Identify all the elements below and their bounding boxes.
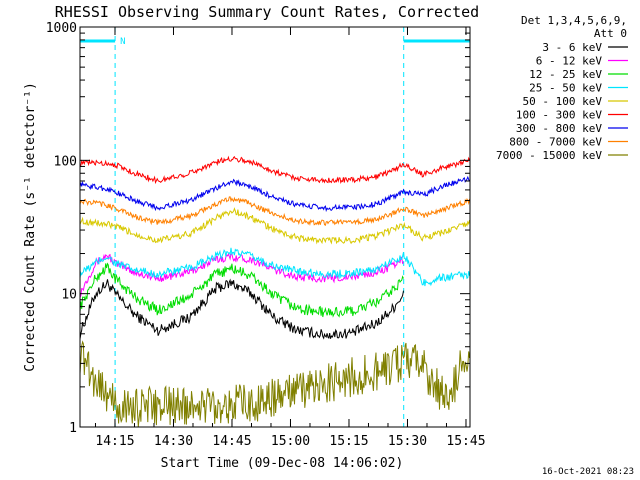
y-tick-label-1: 10: [61, 288, 77, 303]
x-axis-label: Start Time (09-Dec-08 14:06:02): [161, 456, 404, 471]
x-tick-label-5: 15:30: [388, 434, 427, 449]
series-line-5: [79, 155, 470, 185]
legend-entry-3: 25 - 50 keV: [529, 82, 602, 95]
night-marker-label: N: [120, 37, 125, 47]
series-layer: [79, 155, 470, 427]
x-tick-label-6: 15:45: [446, 434, 485, 449]
legend-entry-4: 50 - 100 keV: [523, 95, 603, 108]
legend-header-detectors: Det 1,3,4,5,6,9,: [521, 14, 627, 27]
series-line-4: [79, 207, 470, 245]
legend-header-attenuator: Att 0: [594, 27, 627, 40]
legend-entry-1: 6 - 12 keV: [536, 55, 603, 68]
x-tick-label-3: 15:00: [271, 434, 310, 449]
legend-entry-5: 100 - 300 keV: [516, 109, 602, 122]
legend-entry-7: 800 - 7000 keV: [509, 136, 602, 149]
y-tick-label-0: 1: [69, 421, 77, 436]
series-line-8: [79, 340, 470, 427]
series-line-0: [79, 278, 404, 340]
x-tick-label-1: 14:30: [154, 434, 193, 449]
y-tick-label-2: 100: [54, 154, 77, 169]
footer-timestamp: 16-Oct-2021 08:23: [542, 467, 634, 477]
chart-title: RHESSI Observing Summary Count Rates, Co…: [55, 3, 479, 21]
x-tick-label-4: 15:15: [329, 434, 368, 449]
series-line-6: [79, 175, 470, 213]
series-line-7: [79, 196, 470, 226]
legend-entry-8: 7000 - 15000 keV: [496, 149, 602, 162]
x-tick-label-0: 14:15: [95, 434, 134, 449]
legend-entry-2: 12 - 25 keV: [529, 68, 602, 81]
plot-frame: [79, 26, 471, 428]
y-tick-label-3: 1000: [46, 21, 77, 36]
y-axis: 1 10 100 1000: [46, 21, 470, 436]
x-axis: 14:15 14:30 14:45 15:00 15:15 15:30 15:45: [94, 27, 486, 449]
legend-entry-0: 3 - 6 keV: [542, 41, 602, 54]
series-line-3: [79, 247, 470, 287]
series-line-2: [79, 262, 404, 318]
x-tick-label-2: 14:45: [212, 434, 251, 449]
y-axis-label: Corrected Count Rate (s⁻¹ detector⁻¹): [23, 82, 38, 372]
legend-entry-6: 300 - 800 keV: [516, 122, 602, 135]
